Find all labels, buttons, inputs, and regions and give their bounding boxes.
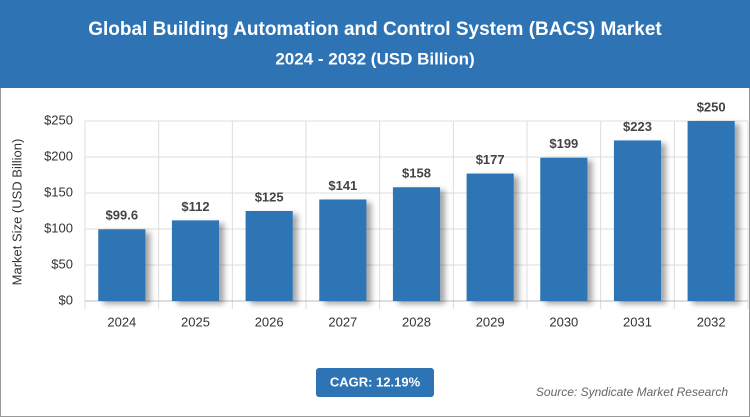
- value-label: $99.6: [106, 208, 139, 223]
- y-tick-label: $0: [59, 292, 73, 307]
- x-tick-label: 2031: [623, 314, 652, 329]
- annotation: CAGR: 12.19%: [330, 374, 421, 389]
- value-label: $158: [402, 166, 431, 181]
- y-tick-label: $200: [44, 148, 73, 163]
- x-tick-label: 2030: [549, 314, 578, 329]
- y-tick-label: $50: [51, 256, 73, 271]
- x-tick-label: 2024: [107, 314, 136, 329]
- bar: [540, 157, 588, 301]
- source: Source: Syndicate Market Research: [536, 385, 728, 399]
- value-label: $223: [623, 119, 652, 134]
- x-tick-label: 2032: [697, 314, 726, 329]
- y-tick-label: $250: [44, 112, 73, 127]
- value-label: $112: [181, 199, 209, 214]
- value-label: $199: [549, 136, 578, 151]
- bar: [98, 229, 146, 301]
- bar: [392, 187, 441, 301]
- bar: [245, 211, 293, 301]
- y-tick-label: $150: [44, 184, 73, 199]
- y-tick-label: $100: [44, 220, 73, 235]
- bar: [687, 121, 735, 301]
- x-tick-label: 2029: [476, 314, 505, 329]
- bar: [319, 199, 367, 301]
- bar: [171, 220, 220, 301]
- value-label: $125: [255, 189, 284, 204]
- header: [0, 0, 750, 88]
- x-tick-label: 2028: [402, 314, 431, 329]
- bar: [613, 140, 662, 301]
- bar: [466, 173, 514, 301]
- chart-subtitle: 2024 - 2032 (USD Billion): [275, 49, 474, 68]
- value-label: $250: [697, 99, 726, 114]
- chart-title: Global Building Automation and Control S…: [88, 19, 662, 40]
- x-tick-label: 2025: [181, 314, 210, 329]
- value-label: $177: [476, 152, 505, 167]
- x-tick-label: 2027: [328, 314, 357, 329]
- y-axis-label: Market Size (USD Billion): [9, 139, 24, 286]
- cagr-box: [316, 368, 434, 397]
- x-tick-label: 2026: [255, 314, 284, 329]
- value-label: $141: [328, 178, 357, 193]
